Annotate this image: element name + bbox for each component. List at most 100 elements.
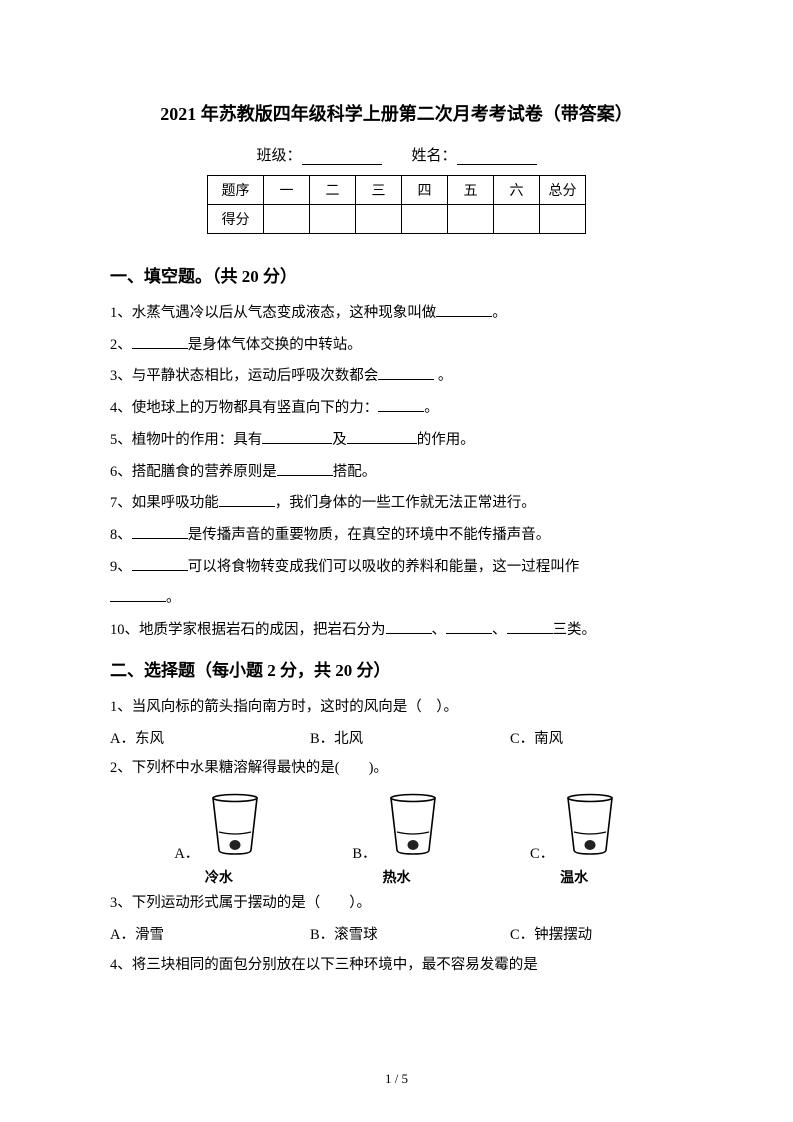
q-text: 1、水蒸气遇冷以后从气态变成液态，这种现象叫做 xyxy=(110,305,436,321)
q-text: 3、与平静状态相比，运动后呼吸次数都会 xyxy=(110,368,378,384)
option-c-label: C． xyxy=(530,842,554,863)
table-row: 题序 一 二 三 四 五 六 总分 xyxy=(208,176,586,205)
q1-options: A．东风 B．北风 C．南风 xyxy=(110,725,683,755)
q-text: 2、 xyxy=(110,337,132,353)
q-text: 。 xyxy=(492,305,507,321)
fill-q7: 7、如果呼吸功能 ，我们身体的一些工作就无法正常进行。 xyxy=(110,489,683,519)
col-header: 四 xyxy=(402,176,448,205)
option-b-label: B． xyxy=(352,842,376,863)
option-b: B．滚雪球 xyxy=(310,921,510,951)
row-label: 得分 xyxy=(208,205,264,234)
blank xyxy=(132,557,188,571)
row-label: 题序 xyxy=(208,176,264,205)
fill-q5: 5、植物叶的作用：具有 及 的作用。 xyxy=(110,426,683,456)
col-header: 总分 xyxy=(540,176,586,205)
q2-figures: A． 冷水 B． 热水 C． 温水 xyxy=(130,792,663,887)
blank xyxy=(132,335,188,349)
score-cell xyxy=(402,205,448,234)
q-text: 8、 xyxy=(110,527,132,543)
col-header: 二 xyxy=(310,176,356,205)
choice-q1: 1、当风向标的箭头指向南方时，这时的风向是（ ）。 xyxy=(110,693,683,723)
q-text: ，我们身体的一些工作就无法正常进行。 xyxy=(275,495,536,511)
q-text: 三类。 xyxy=(553,622,597,638)
q-text: 、 xyxy=(492,622,507,638)
q-text: 是身体气体交换的中转站。 xyxy=(188,337,362,353)
q3-options: A．滑雪 B．滚雪球 C．钟摆摆动 xyxy=(110,921,683,951)
q-text: 、 xyxy=(432,622,447,638)
blank xyxy=(436,303,492,317)
name-label: 姓名： xyxy=(412,148,457,164)
fill-q3: 3、与平静状态相比，运动后呼吸次数都会 。 xyxy=(110,362,683,392)
fill-q1: 1、水蒸气遇冷以后从气态变成液态，这种现象叫做 。 xyxy=(110,299,683,329)
q-text: 。 xyxy=(166,590,181,606)
blank xyxy=(507,620,553,634)
name-blank xyxy=(457,149,537,165)
cup-c: C． 温水 xyxy=(514,792,634,887)
cup-warm-icon xyxy=(562,792,618,858)
choice-q2: 2、下列杯中水果糖溶解得最快的是( )。 xyxy=(110,754,683,784)
score-cell xyxy=(356,205,402,234)
score-cell xyxy=(264,205,310,234)
q-text: 搭配。 xyxy=(333,464,377,480)
cup-a: A． 冷水 xyxy=(159,792,279,887)
cup-hot-icon xyxy=(385,792,441,858)
q-text: 7、如果呼吸功能 xyxy=(110,495,219,511)
option-c: C．钟摆摆动 xyxy=(510,921,670,951)
table-row: 得分 xyxy=(208,205,586,234)
cup-a-label: 冷水 xyxy=(159,867,279,887)
blank xyxy=(219,493,275,507)
exam-title: 2021 年苏教版四年级科学上册第二次月考考试卷（带答案） xyxy=(110,100,683,126)
q-text: 4、使地球上的万物都具有竖直向下的力： xyxy=(110,400,378,416)
col-header: 六 xyxy=(494,176,540,205)
choice-q4: 4、将三块相同的面包分别放在以下三种环境中，最不容易发霉的是 xyxy=(110,951,683,981)
q-text: 5、植物叶的作用：具有 xyxy=(110,432,262,448)
fill-q4: 4、使地球上的万物都具有竖直向下的力： 。 xyxy=(110,394,683,424)
score-cell xyxy=(448,205,494,234)
q-text: 。 xyxy=(424,400,439,416)
option-a: A．滑雪 xyxy=(110,921,310,951)
fill-q10: 10、地质学家根据岩石的成因，把岩石分为 、 、 三类。 xyxy=(110,616,683,646)
blank xyxy=(386,620,432,634)
blank xyxy=(378,366,434,380)
score-cell xyxy=(494,205,540,234)
q-text: 10、地质学家根据岩石的成因，把岩石分为 xyxy=(110,622,386,638)
fill-q9-line2: 。 xyxy=(110,584,683,614)
section-1-heading: 一、填空题。（共 20 分） xyxy=(110,262,683,287)
score-cell xyxy=(310,205,356,234)
q-text: 9、 xyxy=(110,559,132,575)
q-text: 的作用。 xyxy=(417,432,475,448)
blank xyxy=(110,588,166,602)
choice-q3: 3、下列运动形式属于摆动的是（ ）。 xyxy=(110,889,683,919)
col-header: 三 xyxy=(356,176,402,205)
blank xyxy=(262,430,332,444)
class-blank xyxy=(302,149,382,165)
q-text: 是传播声音的重要物质，在真空的环境中不能传播声音。 xyxy=(188,527,551,543)
fill-q2: 2、 是身体气体交换的中转站。 xyxy=(110,331,683,361)
student-info-line: 班级： 姓名： xyxy=(110,144,683,165)
blank xyxy=(378,398,424,412)
page-number: 1 / 5 xyxy=(0,1071,793,1087)
col-header: 一 xyxy=(264,176,310,205)
q-text: 可以将食物转变成我们可以吸收的养料和能量，这一过程叫作 xyxy=(188,559,580,575)
blank xyxy=(446,620,492,634)
blank xyxy=(277,462,333,476)
score-table: 题序 一 二 三 四 五 六 总分 得分 xyxy=(207,175,586,234)
score-cell xyxy=(540,205,586,234)
cup-b: B． 热水 xyxy=(336,792,456,887)
option-c: C．南风 xyxy=(510,725,670,755)
q-text: 6、搭配膳食的营养原则是 xyxy=(110,464,277,480)
section-2-heading: 二、选择题（每小题 2 分，共 20 分） xyxy=(110,656,683,681)
cup-b-label: 热水 xyxy=(336,867,456,887)
option-b: B．北风 xyxy=(310,725,510,755)
option-a: A．东风 xyxy=(110,725,310,755)
fill-q6: 6、搭配膳食的营养原则是 搭配。 xyxy=(110,458,683,488)
fill-q9: 9、 可以将食物转变成我们可以吸收的养料和能量，这一过程叫作 xyxy=(110,553,683,583)
cup-c-label: 温水 xyxy=(514,867,634,887)
blank xyxy=(347,430,417,444)
cup-cold-icon xyxy=(207,792,263,858)
fill-q8: 8、 是传播声音的重要物质，在真空的环境中不能传播声音。 xyxy=(110,521,683,551)
option-a-label: A． xyxy=(174,842,199,863)
blank xyxy=(132,525,188,539)
q-text: 及 xyxy=(332,432,347,448)
class-label: 班级： xyxy=(256,148,301,164)
